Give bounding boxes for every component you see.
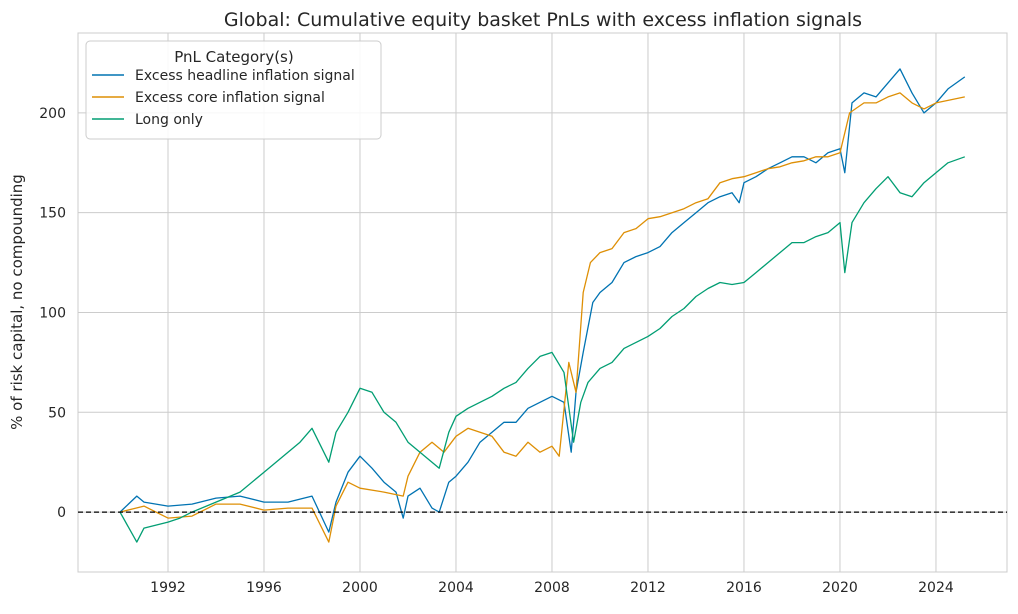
- series-lines: [119, 68, 966, 543]
- x-tick-label: 2004: [438, 580, 474, 596]
- legend: PnL Category(s) Excess headline inflatio…: [85, 40, 382, 140]
- x-tick-label: 1996: [246, 580, 282, 596]
- x-tick-label: 2016: [726, 580, 762, 596]
- y-tick-label: 0: [57, 505, 66, 521]
- y-tick-label: 100: [39, 305, 66, 321]
- y-axis-label: % of risk capital, no compounding: [8, 174, 26, 430]
- legend-label: Long only: [135, 112, 203, 128]
- x-tick-label: 2012: [630, 580, 666, 596]
- plot-frame: [77, 32, 1008, 573]
- axis-ticks: 1992 1996 2000 2004 2008 2012 2016 2020 2024 0 50 1…: [39, 106, 954, 596]
- y-tick-label: 200: [39, 106, 66, 122]
- series-line: [119, 156, 966, 543]
- x-tick-label: 2000: [342, 580, 378, 596]
- grid: [78, 33, 1007, 572]
- legend-label: Excess core inflation signal: [135, 90, 325, 106]
- y-tick-label: 150: [39, 206, 66, 222]
- legend-label: Excess headline inflation signal: [135, 68, 355, 84]
- x-tick-label: 1992: [150, 580, 186, 596]
- legend-title: PnL Category(s): [174, 48, 293, 66]
- series-line: [119, 68, 966, 533]
- x-tick-label: 2008: [534, 580, 570, 596]
- series-line: [119, 92, 965, 543]
- x-tick-label: 2024: [918, 580, 954, 596]
- chart-title: Global: Cumulative equity basket PnLs wi…: [224, 9, 862, 31]
- x-tick-label: 2020: [822, 580, 858, 596]
- legend-box: [85, 40, 382, 140]
- y-tick-label: 50: [48, 405, 66, 421]
